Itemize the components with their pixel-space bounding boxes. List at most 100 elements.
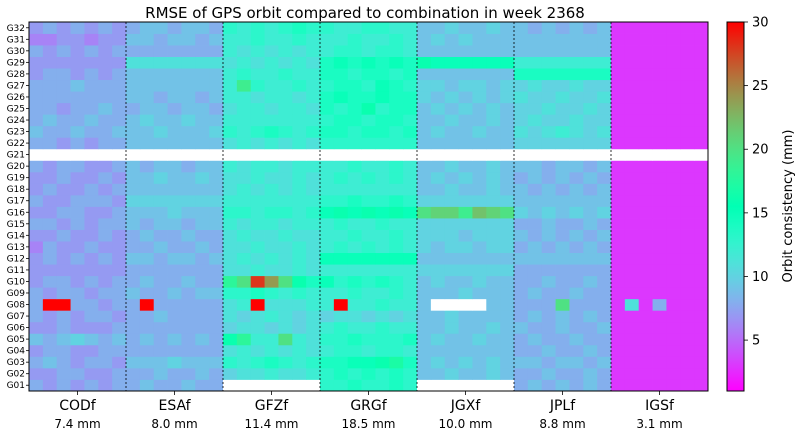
heatmap-cell <box>223 356 238 369</box>
heatmap-cell <box>333 287 349 300</box>
heatmap-cell <box>541 379 556 392</box>
heatmap-cell <box>223 125 238 138</box>
heatmap-cell <box>236 68 252 81</box>
heatmap-cell <box>70 287 85 300</box>
heatmap-cell <box>306 264 321 277</box>
heatmap-cell <box>417 252 432 265</box>
heatmap-cell <box>209 379 224 392</box>
heatmap-cell <box>112 171 127 184</box>
heatmap-cell <box>500 287 515 300</box>
heatmap-cell <box>583 298 598 311</box>
heatmap-cell <box>652 45 667 57</box>
heatmap-cell <box>611 171 626 184</box>
heatmap-cell <box>167 367 182 380</box>
heatmap-cell <box>444 102 459 115</box>
heatmap-cell <box>195 79 210 92</box>
heatmap-cell <box>278 125 293 138</box>
heatmap-cell <box>139 321 155 334</box>
heatmap-cell <box>153 114 168 127</box>
heatmap-cell <box>417 171 432 184</box>
heatmap-cell <box>56 194 71 207</box>
heatmap-cell <box>29 310 44 323</box>
heatmap-cell <box>569 229 584 242</box>
heatmap-cell <box>458 241 473 254</box>
heatmap-cell <box>624 356 640 369</box>
heatmap-cell <box>153 171 168 184</box>
heatmap-cell <box>666 194 681 207</box>
heatmap-cell <box>680 275 695 288</box>
heatmap-cell <box>112 241 127 254</box>
heatmap-cell <box>583 252 598 265</box>
y-tick-label: G25 <box>7 104 25 114</box>
heatmap-cell <box>112 218 127 230</box>
heatmap-cell <box>84 114 99 127</box>
heatmap-cell <box>458 148 473 161</box>
heatmap-cell <box>624 125 640 138</box>
heatmap-cell <box>250 275 265 288</box>
heatmap-cell <box>555 22 570 34</box>
heatmap-cell <box>56 252 71 265</box>
heatmap-cell <box>29 114 44 127</box>
heatmap-cell <box>42 275 58 288</box>
heatmap-cell <box>638 367 653 380</box>
heatmap-cell <box>250 183 265 196</box>
heatmap-cell <box>306 194 321 207</box>
heatmap-cell <box>84 241 99 254</box>
heatmap-cell <box>306 321 321 334</box>
heatmap-cell <box>680 229 695 242</box>
x-tick-label: CODf <box>59 398 97 414</box>
heatmap-cell <box>98 275 113 288</box>
heatmap-cell <box>472 206 487 219</box>
heatmap-cell <box>375 22 390 34</box>
heatmap-cell <box>430 206 446 219</box>
heatmap-cell <box>139 287 155 300</box>
heatmap-cell <box>472 183 487 196</box>
heatmap-cell <box>112 194 127 207</box>
heatmap-cell <box>417 91 432 104</box>
heatmap-cell <box>597 160 612 173</box>
heatmap-cell <box>209 68 224 81</box>
heatmap-cell <box>486 79 501 92</box>
heatmap-cell <box>278 79 293 92</box>
heatmap-cell <box>361 229 376 242</box>
heatmap-cell <box>139 79 155 92</box>
heatmap-cell <box>98 356 113 369</box>
heatmap-cell <box>264 367 279 380</box>
heatmap-cell <box>389 79 404 92</box>
heatmap-cell <box>652 298 667 311</box>
heatmap-cell <box>84 56 99 69</box>
heatmap-cell <box>652 148 667 161</box>
heatmap-cell <box>583 218 598 230</box>
heatmap-cell <box>569 367 584 380</box>
heatmap-cell <box>209 125 224 138</box>
heatmap-cell <box>209 56 224 69</box>
heatmap-cell <box>680 56 695 69</box>
heatmap-cell <box>514 344 529 357</box>
heatmap-cell <box>153 91 168 104</box>
heatmap-cell <box>306 148 321 161</box>
heatmap-cell <box>389 160 404 173</box>
heatmap-cell <box>597 79 612 92</box>
x-tick-summary: 8.0 mm <box>151 417 197 431</box>
y-tick-label: G09 <box>7 289 26 299</box>
heatmap-cell <box>514 287 529 300</box>
heatmap-cell <box>139 68 155 81</box>
heatmap-cell <box>167 183 182 196</box>
heatmap-cell <box>403 252 418 265</box>
heatmap-cell <box>583 125 598 138</box>
heatmap-cell <box>292 160 307 173</box>
heatmap-cell <box>527 287 543 300</box>
heatmap-cell <box>652 137 667 150</box>
heatmap-cell <box>98 321 113 334</box>
heatmap-cell <box>611 356 626 369</box>
heatmap-cell <box>430 344 446 357</box>
heatmap-cell <box>320 264 335 277</box>
heatmap-cell <box>694 33 709 46</box>
heatmap-cell <box>236 241 252 254</box>
heatmap-cell <box>666 241 681 254</box>
heatmap-cell <box>70 91 85 104</box>
heatmap-cell <box>527 218 543 230</box>
heatmap-cell <box>611 229 626 242</box>
heatmap-cell <box>98 229 113 242</box>
